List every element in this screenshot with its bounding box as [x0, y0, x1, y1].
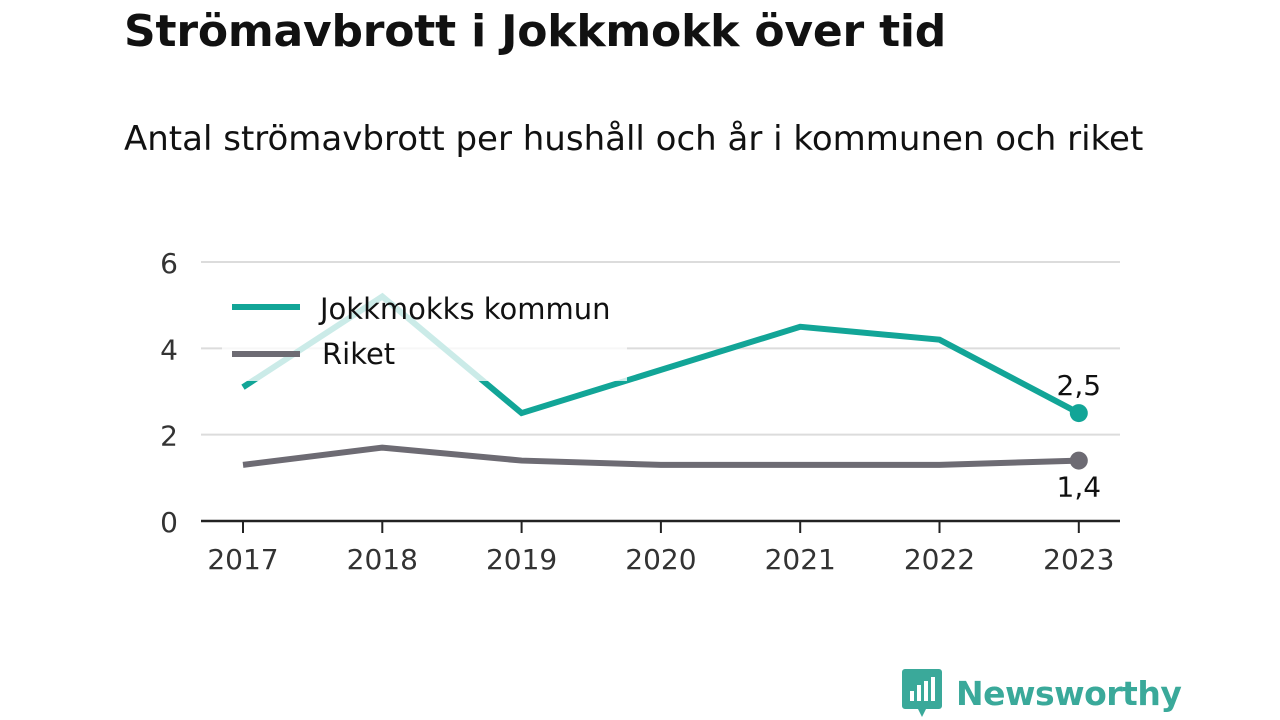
end-value-label: 2,5	[1057, 369, 1102, 402]
y-tick-label: 2	[160, 420, 178, 453]
y-tick-label: 4	[160, 333, 178, 366]
chart-subtitle: Antal strömavbrott per hushåll och år i …	[124, 119, 1144, 159]
legend-background	[222, 283, 627, 381]
series-line-riket	[242, 444, 1079, 468]
legend: Jokkmokks kommun Riket	[222, 283, 627, 381]
y-tick-label: 6	[160, 247, 178, 280]
end-value-label: 1,4	[1057, 471, 1102, 504]
x-axis: 2017 2018 2019 2020 2021 2022 2023	[201, 519, 1120, 576]
x-tick-label: 2018	[347, 543, 418, 576]
y-axis-ticks: 0 2 4 6	[160, 247, 178, 539]
x-tick-label: 2019	[486, 543, 557, 576]
series-end-point	[1069, 451, 1088, 470]
legend-label-riket: Riket	[322, 337, 395, 371]
legend-label-jokkmokk: Jokkmokks kommun	[318, 292, 611, 326]
series-end-point	[1069, 404, 1088, 423]
x-tick-label: 2021	[765, 543, 836, 576]
brand-name: Newsworthy	[956, 673, 1182, 713]
x-tick-label: 2022	[904, 543, 975, 576]
brand-footer: Newsworthy	[902, 668, 1182, 718]
bar-chart-speech-bubble-icon	[902, 669, 942, 717]
x-tick-label: 2023	[1043, 543, 1114, 576]
y-tick-label: 0	[160, 506, 178, 539]
end-value-labels: 2,5 1,4	[1057, 369, 1102, 503]
x-tick-label: 2020	[625, 543, 696, 576]
chart-title: Strömavbrott i Jokkmokk över tid	[124, 6, 947, 57]
x-tick-label: 2017	[207, 543, 278, 576]
